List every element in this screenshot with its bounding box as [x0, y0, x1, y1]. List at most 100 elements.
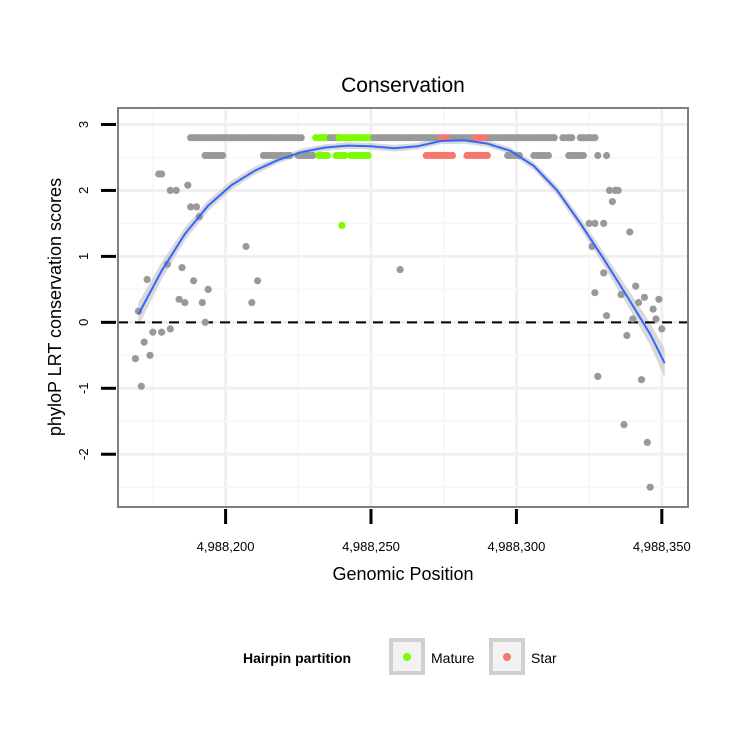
data-point-other	[309, 151, 317, 160]
smooth-line	[137, 139, 666, 364]
legend-key-star	[489, 638, 525, 675]
data-point-other	[626, 228, 634, 236]
data-point-mature	[341, 151, 349, 160]
data-point-other	[640, 293, 649, 301]
data-point-other	[198, 299, 206, 307]
data-point-other	[242, 242, 250, 251]
data-point-other	[617, 291, 625, 299]
y-tick-label: 0	[76, 319, 91, 326]
data-point-other	[594, 372, 602, 380]
data-point-mature	[364, 151, 372, 160]
data-point-other	[254, 277, 262, 285]
data-point-other	[620, 421, 628, 429]
data-point-other	[137, 382, 145, 390]
x-tick-label: 4,988,350	[633, 539, 691, 554]
chart-title: Conservation	[341, 74, 465, 97]
data-points	[131, 134, 666, 491]
legend-label-mature: Mature	[431, 650, 475, 666]
data-point-other	[158, 170, 166, 178]
x-tick-label: 4,988,200	[197, 539, 255, 554]
data-point-other	[629, 315, 637, 323]
x-axis-title: Genomic Position	[332, 564, 473, 584]
legend-item-mature: Mature	[389, 638, 475, 675]
legend-key-mature	[389, 638, 425, 675]
data-point-other	[623, 331, 631, 340]
data-point-other	[181, 299, 189, 307]
data-point-other	[632, 282, 640, 290]
data-point-other	[600, 219, 608, 227]
data-point-other	[396, 266, 404, 274]
plot-border	[117, 107, 689, 508]
data-point-other	[585, 219, 593, 227]
y-axis-title: phyloP LRT conservation scores	[45, 178, 65, 436]
data-point-other	[190, 277, 198, 285]
data-point-star	[483, 151, 491, 160]
data-point-other	[652, 315, 660, 323]
plot-background	[118, 108, 688, 507]
data-point-other	[637, 376, 646, 384]
legend-item-star: Star	[489, 638, 557, 675]
x-tick-label: 4,988,300	[487, 539, 545, 554]
data-point-other	[131, 355, 139, 363]
y-tick-label: -1	[76, 383, 91, 395]
data-point-other	[591, 134, 599, 142]
data-point-star	[448, 151, 456, 160]
data-point-other	[608, 198, 617, 206]
data-point-other	[175, 295, 183, 303]
data-point-other	[594, 151, 602, 160]
data-point-other	[649, 305, 657, 313]
data-point-other	[158, 328, 166, 336]
data-point-other	[201, 318, 209, 326]
legend-title: Hairpin partition	[243, 650, 351, 666]
data-point-other	[204, 285, 212, 293]
data-point-other	[184, 181, 192, 189]
data-point-other	[172, 186, 180, 194]
legend-dot-mature	[403, 653, 411, 661]
data-point-other	[655, 295, 663, 303]
data-point-other	[646, 483, 654, 491]
data-point-other	[550, 134, 558, 142]
data-point-other	[166, 325, 174, 333]
data-point-mature	[323, 151, 331, 160]
data-point-other	[643, 438, 651, 446]
data-point-other	[544, 151, 553, 160]
data-point-other	[146, 351, 154, 359]
legend: Hairpin partition Mature Star	[243, 638, 557, 675]
data-point-other	[603, 151, 611, 160]
data-point-other	[297, 134, 305, 142]
data-point-other	[591, 219, 599, 227]
data-point-other	[248, 299, 256, 307]
data-point-other	[178, 264, 186, 272]
plot-area	[117, 107, 689, 508]
data-point-other	[166, 186, 174, 194]
data-point-other	[568, 151, 576, 160]
legend-label-star: Star	[531, 650, 557, 666]
data-point-other	[603, 312, 611, 320]
smooth-trend-line	[137, 139, 666, 364]
y-axis: -2 -1 0 1 2 3	[76, 121, 116, 460]
data-point-other	[579, 151, 587, 160]
data-point-other	[658, 325, 666, 333]
data-point-other	[600, 269, 608, 277]
legend-dot-star	[503, 653, 511, 661]
data-point-other	[187, 203, 195, 211]
grid	[118, 108, 688, 507]
y-tick-label: -2	[76, 448, 91, 460]
data-point-other	[635, 299, 643, 307]
x-tick-label: 4,988,250	[342, 539, 400, 554]
data-point-other	[140, 338, 148, 346]
x-axis: 4,988,200 4,988,250 4,988,300 4,988,350	[197, 509, 691, 554]
data-point-other	[143, 275, 151, 284]
data-point-mature	[338, 221, 346, 229]
data-point-other	[149, 328, 157, 336]
data-point-other	[591, 289, 599, 297]
y-tick-label: 1	[76, 253, 91, 260]
data-point-other	[614, 186, 622, 194]
y-tick-label: 2	[76, 187, 91, 194]
data-point-other	[605, 186, 614, 194]
data-point-other	[219, 151, 227, 160]
data-point-other	[192, 203, 201, 211]
data-point-other	[568, 134, 576, 142]
y-tick-label: 3	[76, 121, 91, 128]
